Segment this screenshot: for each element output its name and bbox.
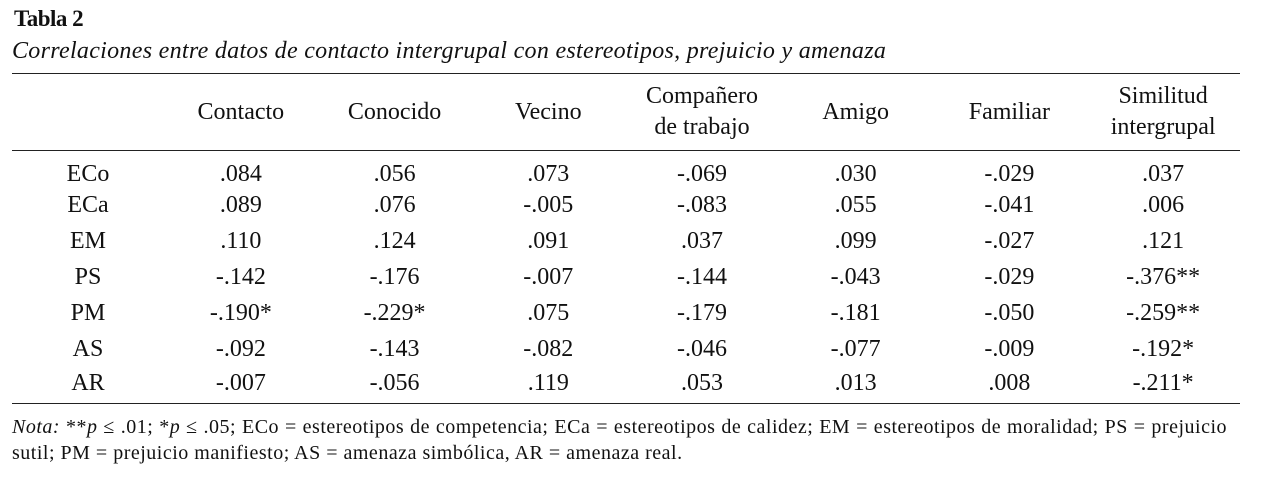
- cell: -.092: [215, 336, 266, 362]
- column-header: Similitud intergrupal: [1086, 74, 1240, 151]
- table-row: PM -.190* -.229* .075 -.179 -.181 -.050 -.259**: [12, 295, 1240, 331]
- cell: -.142: [215, 264, 266, 290]
- corner-cell: [12, 74, 164, 151]
- cell: -.144: [676, 264, 727, 290]
- header-line: Vecino: [514, 98, 582, 125]
- cell: -.181: [830, 300, 881, 326]
- cell: .073: [527, 161, 570, 187]
- cell: -.007: [215, 369, 266, 396]
- table-body: ECo .084 .056 .073 -.069 .030 -.029 .037 ECa .089…: [12, 151, 1240, 403]
- cell: .119: [527, 369, 569, 396]
- row-label: PM: [70, 300, 106, 326]
- column-header: Vecino: [471, 74, 625, 151]
- cell: -.056: [369, 369, 420, 396]
- cell: .121: [1142, 228, 1185, 254]
- cell: -.029: [984, 264, 1035, 290]
- cell: .084: [219, 161, 262, 187]
- cell: .037: [1142, 161, 1185, 187]
- table-title: Tabla 2: [14, 6, 84, 31]
- row-label: EM: [70, 228, 106, 254]
- row-label: AR: [71, 369, 105, 396]
- cell: -.082: [523, 336, 574, 362]
- cell: -.041: [984, 192, 1035, 218]
- header-line: Conocido: [347, 98, 442, 125]
- cell: .053: [680, 369, 723, 396]
- header-line: Similitud: [1118, 83, 1208, 109]
- column-header: Conocido: [318, 74, 472, 151]
- cell: -.007: [523, 264, 574, 290]
- table-row: ECa .089 .076 -.005 -.083 .055 -.041 .006: [12, 187, 1240, 223]
- cell: .099: [834, 228, 877, 254]
- cell: .008: [988, 369, 1031, 396]
- cell: .076: [373, 192, 416, 218]
- note-segment: **: [60, 416, 87, 438]
- note-segment: Nota:: [12, 416, 61, 438]
- cell: .110: [220, 228, 262, 254]
- cell: .030: [834, 161, 877, 187]
- cell: -.005: [523, 192, 574, 218]
- cell: -.029: [984, 161, 1035, 187]
- header-line: intergrupal: [1110, 114, 1216, 140]
- note-segment: p: [86, 416, 98, 438]
- cell: .075: [527, 300, 570, 326]
- table-row: PS -.142 -.176 -.007 -.144 -.043 -.029 -.376**: [12, 259, 1240, 295]
- header-line: Contacto: [197, 98, 285, 125]
- cell: -.050: [984, 300, 1035, 326]
- cell: .055: [834, 192, 877, 218]
- cell: -.009: [984, 336, 1035, 362]
- table-row: EM .110 .124 .091 .037 .099 -.027 .121: [12, 223, 1240, 259]
- cell: -.259**: [1126, 300, 1201, 326]
- table-row: AS -.092 -.143 -.082 -.046 -.077 -.009 -.192*: [12, 331, 1240, 367]
- cell: .124: [373, 228, 416, 254]
- cell: -.376**: [1126, 264, 1201, 290]
- note-segment: p: [169, 416, 181, 438]
- correlation-table: Contacto Conocido Vecino Compañero de trabaj…: [12, 73, 1240, 404]
- cell: .013: [834, 369, 877, 396]
- cell: -.069: [676, 161, 727, 187]
- cell: .056: [373, 161, 416, 187]
- cell: -.043: [830, 264, 881, 290]
- cell: -.077: [830, 336, 881, 362]
- cell: -.179: [676, 300, 727, 326]
- header-line: Amigo: [822, 98, 890, 125]
- cell: -.083: [676, 192, 727, 218]
- column-header: Compañero de trabajo: [625, 74, 779, 151]
- header-line: de trabajo: [654, 114, 750, 140]
- cell: .091: [527, 228, 570, 254]
- cell: .037: [680, 228, 723, 254]
- table-row: AR -.007 -.056 .119 .053 .013 .008 -.211*: [12, 367, 1240, 403]
- header-line: Compañero: [645, 83, 758, 109]
- cell: -.192*: [1132, 336, 1195, 362]
- row-label: AS: [72, 336, 104, 362]
- note-segment: ≤ .05; ECo = estereotipos de competencia…: [12, 416, 1228, 464]
- table-row: ECo .084 .056 .073 -.069 .030 -.029 .037: [12, 151, 1240, 188]
- cell: -.143: [369, 336, 420, 362]
- cell: .006: [1142, 192, 1185, 218]
- cell: -.229*: [363, 300, 426, 326]
- row-label: ECa: [67, 192, 109, 218]
- column-header: Amigo: [779, 74, 933, 151]
- cell: -.027: [984, 228, 1035, 254]
- column-header: Contacto: [164, 74, 318, 151]
- cell: .089: [219, 192, 262, 218]
- note-segment: ≤ .01; *: [97, 416, 170, 438]
- cell: -.190*: [209, 300, 272, 326]
- cell: -.211*: [1132, 369, 1194, 396]
- cell: -.176: [369, 264, 420, 290]
- header-row: Contacto Conocido Vecino Compañero de trabaj…: [12, 73, 1240, 151]
- header-line: Familiar: [968, 98, 1051, 125]
- row-label: PS: [74, 264, 102, 290]
- cell: -.046: [676, 336, 727, 362]
- table-caption: Correlaciones entre datos de contacto in…: [12, 38, 887, 64]
- row-label: ECo: [66, 161, 110, 187]
- column-header: Familiar: [933, 74, 1087, 151]
- table-note: Nota: **p ≤ .01; *p ≤ .05; ECo = estereo…: [12, 414, 1227, 466]
